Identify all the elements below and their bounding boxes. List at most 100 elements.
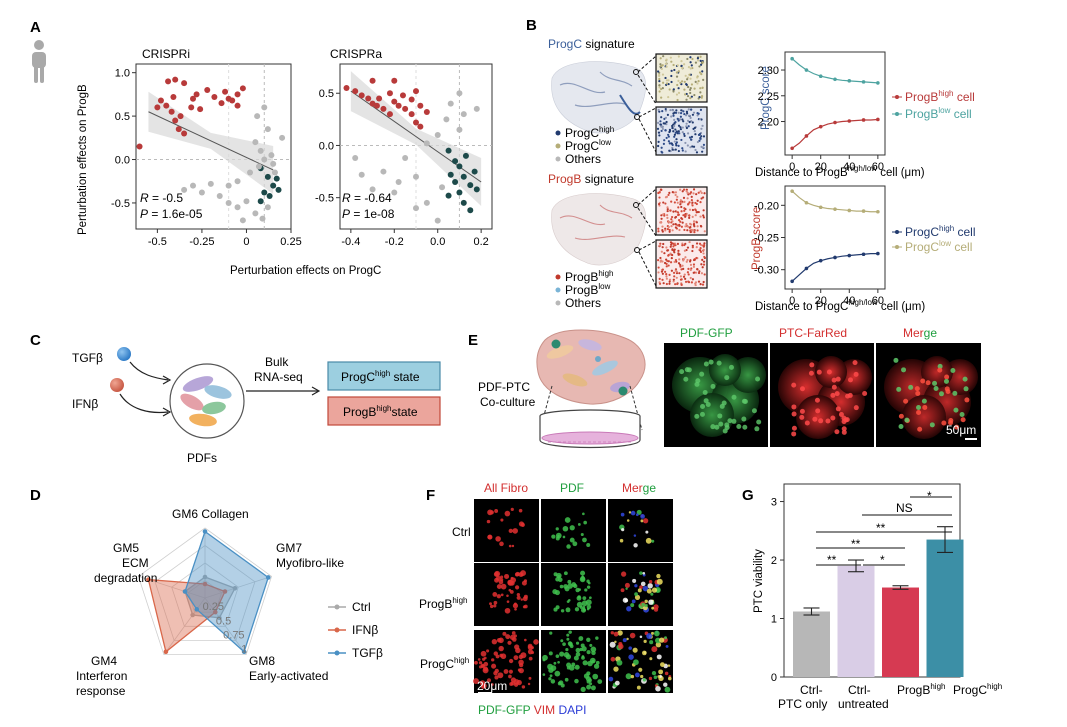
zoomNavy-dot-59 — [686, 144, 689, 147]
zoomNavy-dot-62 — [693, 129, 696, 133]
zoomRedB-dot-8 — [665, 265, 668, 268]
e-red-cell-13 — [791, 431, 797, 437]
zoomRedB-dot-116 — [670, 243, 673, 246]
zoomRedB-dot-153 — [696, 267, 699, 271]
f-dot-2-0-31 — [473, 678, 479, 685]
f-dot-2-0-2 — [494, 675, 499, 680]
zoomTan-dot-109 — [664, 62, 667, 66]
crispra-p-value: = 1e-08 — [350, 207, 395, 221]
zoomTan-dot-40 — [690, 95, 693, 98]
f-stain-gfp: PDF-GFP — [478, 703, 531, 717]
lineBot-xtick-label-1: 20 — [815, 295, 827, 307]
zoomNavy-dot-73 — [698, 132, 702, 136]
lineTop-series-0-pt-12 — [876, 117, 880, 122]
f-dot-2-0-19 — [486, 649, 490, 653]
f-dot-2-0-59 — [515, 647, 521, 654]
f-dot-2-1-58 — [564, 677, 569, 682]
zoomRedA-dot-44 — [660, 214, 663, 217]
scatterB-ytick-label-1: 0.0 — [319, 140, 334, 152]
radar-series-2-pt-3 — [194, 607, 200, 612]
f-dot-2-2-67 — [659, 637, 665, 643]
lineBot-series-0-pt-4 — [818, 258, 823, 263]
f-dot-2-2-37 — [610, 656, 616, 662]
zoomTan-dot-76 — [694, 61, 698, 64]
zoomTan-dot-87 — [681, 66, 684, 70]
zoomNavy-dot-66 — [664, 116, 668, 119]
f-dot-1-2-36 — [646, 588, 652, 594]
f-dot-1-0-33 — [495, 575, 501, 581]
zoomTan-dot-88 — [680, 64, 683, 68]
scatterB-point-teal-0 — [445, 147, 452, 154]
f-dot-2-0-62 — [527, 643, 533, 649]
e-merge-cell-36 — [898, 423, 904, 429]
zoomRedA-dot-16 — [679, 220, 682, 223]
progc-legend-b-high: ProgB — [905, 90, 938, 104]
f-col-pdf: PDF — [560, 481, 584, 495]
scatterA-ytick-label-0: -0.5 — [111, 198, 130, 210]
e-merge-cell-7 — [915, 390, 921, 396]
zoomTan-dot-59 — [658, 79, 661, 83]
zoomRedA-dot-101 — [666, 213, 669, 217]
tgf-ball-icon — [117, 347, 131, 361]
g-cat-1a: Ctrl- — [848, 683, 871, 697]
f-dot-2-0-37 — [491, 658, 495, 662]
f-dot-2-0-65 — [509, 682, 514, 686]
zoomNavy-dot-160 — [671, 146, 674, 149]
zoomRedB-dot-174 — [662, 242, 665, 246]
zoomRedB-dot-47 — [685, 260, 688, 263]
f-row-progc-sup: high — [454, 656, 469, 665]
zoomTan-dot-39 — [686, 78, 689, 81]
f-dot-2-0-66 — [518, 667, 524, 674]
f-dot-2-0-13 — [513, 655, 519, 661]
scatterA-xtick-label-2: 0 — [243, 236, 249, 248]
zoomTan-dot-104 — [689, 56, 692, 59]
zoomRedB-dot-118 — [692, 258, 696, 262]
f-dot-1-2-44 — [626, 606, 632, 612]
g-cat-1b: untreated — [838, 697, 889, 711]
zoomTan-dot-84 — [697, 80, 700, 83]
zoomRedA-dot-121 — [685, 190, 688, 193]
f-dot-2-0-11 — [508, 669, 513, 674]
e-gfp-cell-11 — [717, 413, 723, 419]
zoomNavy-dot-103 — [682, 110, 685, 113]
lineTop-xtick-label-1: 20 — [815, 161, 827, 173]
zoomRedA-dot-91 — [686, 203, 690, 206]
zoomRedB-dot-163 — [670, 269, 673, 272]
lineTop-series-1-pt-2 — [804, 68, 809, 72]
zoomNavy-dot-163 — [684, 141, 687, 145]
svg-text:ProgClow cell: ProgClow cell — [905, 239, 972, 254]
f-dot-1-2-32 — [648, 599, 654, 605]
f-dot-1-1-8 — [563, 571, 568, 576]
zoomNavy-dot-151 — [696, 112, 699, 115]
zoomTan-dot-79 — [680, 80, 684, 83]
f-dot-2-2-28 — [667, 664, 671, 667]
f-dot-2-0-69 — [528, 656, 533, 661]
f-dot-0-1-11 — [582, 537, 587, 543]
f-dot-1-1-36 — [576, 595, 582, 601]
zoomTan-dot-41 — [675, 71, 679, 74]
zoomRedA-dot-100 — [695, 211, 698, 214]
zoomTan-dot-77 — [699, 55, 702, 58]
zoomTan-dot-112 — [698, 71, 702, 74]
e-red-cell-26 — [845, 393, 851, 399]
zoomRedA-dot-82 — [692, 220, 696, 223]
radar-series-0-pt-0 — [202, 574, 208, 580]
f-dot-2-0-36 — [491, 663, 497, 669]
zoomRedB-dot-154 — [702, 244, 705, 247]
zoomTan-dot-54 — [690, 83, 694, 86]
f-col-allfibro: All Fibro — [484, 481, 528, 495]
scatterA-point-teal-7 — [275, 186, 282, 193]
zoomTan-dot-86 — [689, 97, 692, 100]
svg-text:R = -0.64: R = -0.64 — [342, 191, 392, 205]
panel-label-e: E — [468, 332, 478, 349]
radar-axis-gm4: GM4 — [91, 654, 117, 668]
radar-axis-gm5-desc1: ECM — [122, 556, 149, 570]
zoomRedA-dot-0 — [699, 200, 702, 204]
lineBot-series-1-pt-2 — [804, 200, 809, 205]
scatterA-point-red-19 — [234, 91, 241, 98]
scatterB-point-red-13 — [413, 119, 419, 126]
f-dot-1-0-17 — [493, 600, 498, 605]
zoomNavy-dot-87 — [684, 150, 687, 153]
f-dot-2-0-32 — [483, 661, 489, 667]
progb-signature-word: signature — [581, 172, 634, 186]
